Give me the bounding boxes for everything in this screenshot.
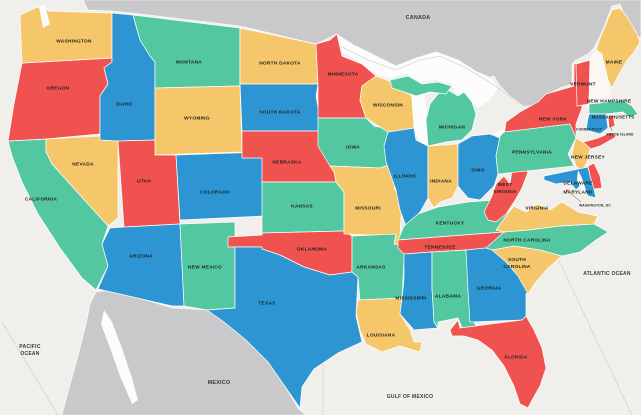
state-label-nebraska: NEBRASKA bbox=[272, 160, 301, 166]
state-label-idaho: IDAHO bbox=[116, 102, 133, 108]
state-label-michigan: MICHIGAN bbox=[439, 125, 466, 131]
state-texas[interactable] bbox=[206, 246, 363, 409]
state-label-utah: UTAH bbox=[137, 179, 151, 185]
state-label-missouri: MISSOURI bbox=[355, 206, 381, 212]
state-arkansas[interactable] bbox=[351, 233, 409, 301]
label-pacific-ocean: PACIFIC bbox=[19, 344, 41, 350]
canada-border-line bbox=[339, 45, 541, 107]
state-label-west-virginia: WEST bbox=[498, 182, 513, 188]
state-label-arkansas: ARKANSAS bbox=[356, 265, 386, 271]
state-label-oklahoma: OKLAHOMA bbox=[297, 247, 328, 253]
state-label-rhode-island: RHODE ISLAND bbox=[606, 133, 634, 137]
water-body-1 bbox=[411, 86, 429, 146]
state-label-new-jersey: NEW JERSEY bbox=[571, 155, 606, 161]
state-washington[interactable] bbox=[19, 5, 113, 64]
leader-line-rhode-island bbox=[609, 124, 613, 132]
state-label-new-mexico: NEW MEXICO bbox=[188, 265, 222, 271]
state-label-washington: WASHINGTON bbox=[56, 39, 92, 45]
state-new-york[interactable] bbox=[503, 61, 583, 139]
state-label-tennessee: TENNESSEE bbox=[424, 245, 456, 251]
state-label-minnesota: MINNESOTA bbox=[328, 72, 359, 78]
water-inlet-0 bbox=[39, 6, 50, 28]
state-virginia[interactable] bbox=[495, 201, 599, 233]
state-label-new-hampshire: NEW HAMPSHIRE bbox=[587, 99, 632, 105]
state-label-wisconsin: WISCONSIN bbox=[373, 103, 403, 109]
state-label-washington-dc: WASHINGTON, DC bbox=[579, 204, 611, 208]
state-label-north-dakota: NORTH DAKOTA bbox=[259, 61, 301, 67]
state-label-virginia: VIRGINIA bbox=[525, 206, 549, 212]
state-label-louisiana: LOUISIANA bbox=[367, 333, 396, 339]
state-label-ohio: OHIO bbox=[471, 168, 484, 174]
state-label-oregon: OREGON bbox=[47, 86, 70, 92]
graticule-line-0 bbox=[1, 321, 59, 415]
state-michigan[interactable] bbox=[389, 75, 453, 97]
state-label-vermont: VERMONT bbox=[570, 82, 596, 88]
state-label-south-carolina: SOUTH bbox=[508, 257, 526, 263]
state-oregon[interactable] bbox=[7, 57, 113, 142]
state-label-florida: FLORIDA bbox=[504, 355, 527, 361]
state-label-maryland: MARYLAND bbox=[563, 190, 593, 196]
water-inlet-1 bbox=[577, 170, 586, 192]
state-label-wyoming: WYOMING bbox=[184, 116, 210, 122]
graticule-line-1 bbox=[551, 245, 633, 415]
state-label-maine: MAINE bbox=[606, 60, 623, 66]
state-south-dakota[interactable] bbox=[239, 83, 323, 132]
leader-line-washington-dc bbox=[568, 191, 582, 203]
state-label-kentucky: KENTUCKY bbox=[436, 221, 465, 227]
state-label-georgia: GEORGIA bbox=[477, 286, 502, 292]
state-label-connecticut: CONNECTICUT bbox=[576, 128, 602, 132]
label-pacific-ocean: OCEAN bbox=[20, 351, 39, 357]
state-label-delaware: DELAWARE bbox=[563, 181, 593, 187]
state-label-indiana: INDIANA bbox=[430, 179, 452, 185]
water-body-0 bbox=[337, 34, 486, 86]
state-label-iowa: IOWA bbox=[346, 145, 360, 151]
state-maine[interactable] bbox=[595, 7, 641, 89]
state-label-nevada: NEVADA bbox=[72, 162, 94, 168]
state-connecticut[interactable] bbox=[585, 113, 609, 135]
state-label-colorado: COLORADO bbox=[200, 190, 230, 196]
state-label-kansas: KANSAS bbox=[291, 204, 313, 210]
state-label-california: CALIFORNIA bbox=[25, 197, 57, 203]
state-michigan[interactable] bbox=[425, 89, 477, 147]
state-label-south-dakota: SOUTH DAKOTA bbox=[259, 110, 301, 116]
water-body-2 bbox=[452, 72, 498, 108]
state-label-montana: MONTANA bbox=[176, 60, 202, 66]
state-rhode-island[interactable] bbox=[607, 114, 616, 129]
water-body-5 bbox=[101, 310, 138, 404]
label-mexico: MEXICO bbox=[208, 380, 231, 386]
state-label-mississippi: MISSISSIPPI bbox=[395, 296, 427, 302]
state-florida[interactable] bbox=[449, 315, 547, 409]
state-label-alabama: ALABAMA bbox=[435, 294, 461, 300]
state-colorado[interactable] bbox=[175, 151, 265, 221]
state-pennsylvania[interactable] bbox=[495, 123, 577, 175]
state-label-new-york: NEW YORK bbox=[539, 117, 568, 123]
label-gulf-of-mexico: GULF OF MEXICO bbox=[387, 394, 434, 400]
state-label-pennsylvania: PENNSYLVANIA bbox=[512, 150, 552, 156]
label-atlantic-ocean: ATLANTIC OCEAN bbox=[583, 271, 631, 277]
state-label-south-carolina: CAROLINA bbox=[503, 264, 531, 270]
state-label-arizona: ARIZONA bbox=[129, 254, 153, 260]
label-canada: CANADA bbox=[406, 15, 431, 21]
state-label-texas: TEXAS bbox=[258, 301, 276, 307]
state-label-illinois: ILLINOIS bbox=[394, 174, 417, 180]
state-label-north-carolina: NORTH CAROLINA bbox=[503, 238, 550, 244]
state-label-massachusetts: MASSACHUSETTS bbox=[592, 115, 635, 120]
state-label-west-virginia: VIRGINIA bbox=[493, 189, 517, 195]
